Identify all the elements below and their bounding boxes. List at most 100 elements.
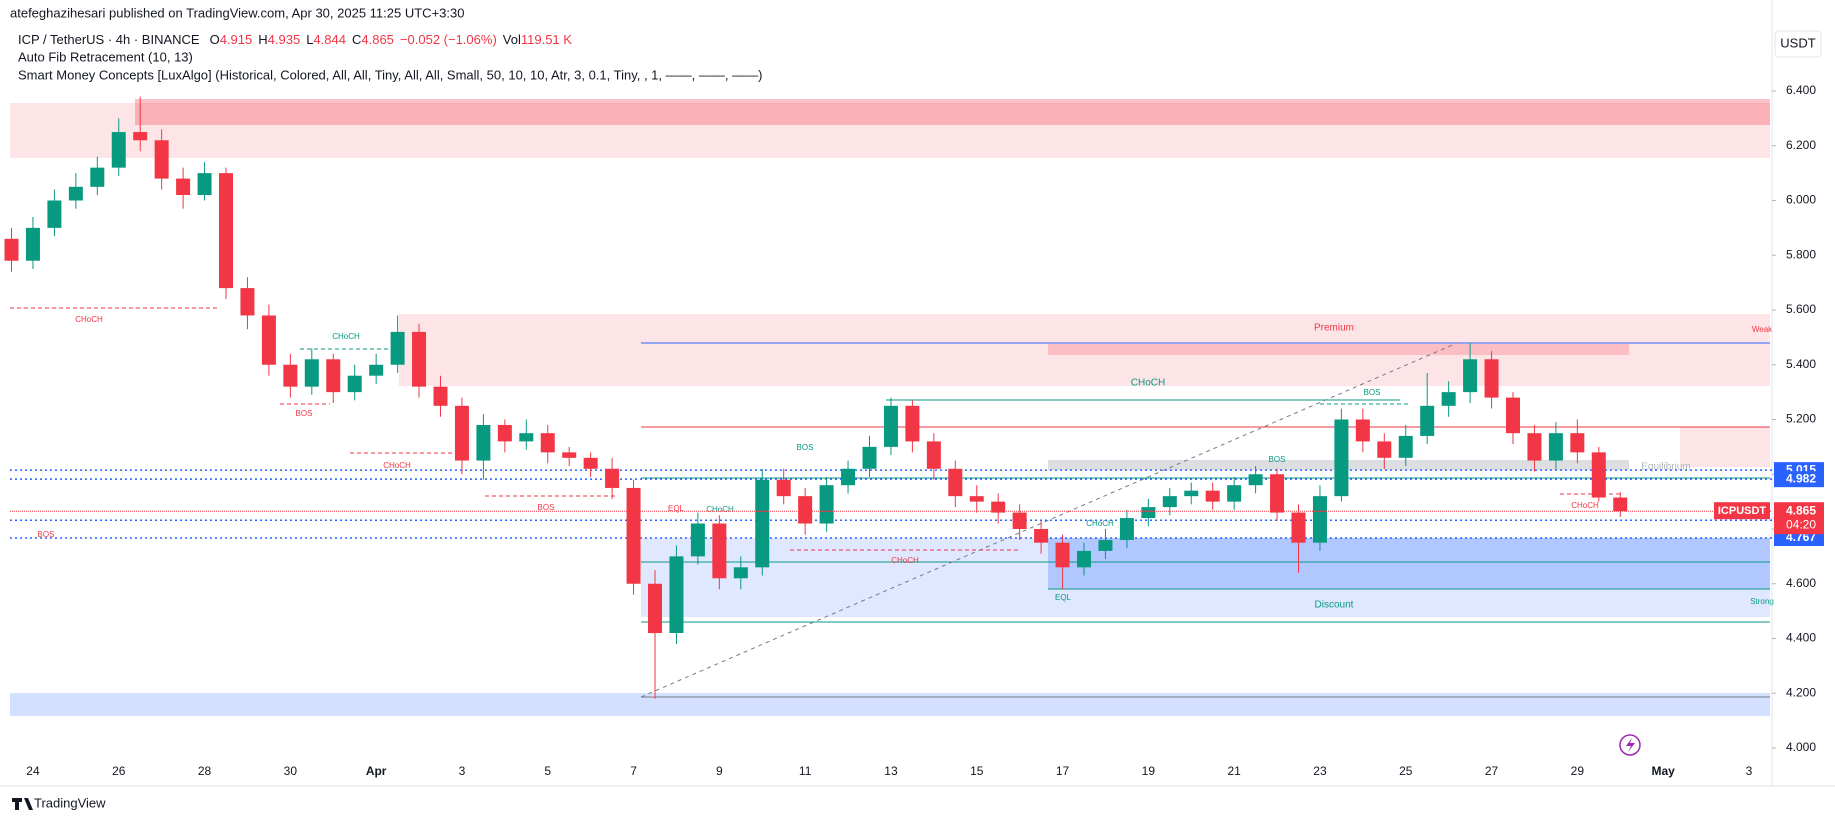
candle-body [240, 288, 255, 316]
candle-body [1012, 512, 1027, 529]
candle-body [626, 487, 641, 584]
zone-label: Premium [1314, 323, 1354, 334]
candle-body [1506, 397, 1520, 434]
y-tick-label: 5.800 [1786, 247, 1816, 261]
candle-body [4, 238, 19, 261]
candle-body [412, 331, 427, 387]
candle-body [1205, 490, 1220, 502]
alert-icon-bolt [1626, 738, 1635, 752]
x-tick-label: 26 [112, 764, 126, 778]
vol-key: Vol [503, 32, 521, 47]
indicator[interactable]: Smart Money Concepts [LuxAlgo] (Historic… [18, 67, 762, 82]
candle-body [1077, 550, 1091, 568]
y-tick-label: 6.400 [1786, 83, 1816, 97]
candle-body [1355, 419, 1370, 442]
structure-label: CHoCH [1086, 519, 1114, 528]
alert-icon[interactable] [1619, 734, 1641, 756]
candle-body [1591, 452, 1606, 498]
candle-body [819, 485, 834, 524]
candle-body [1398, 435, 1413, 458]
structure-label: CHoCH [891, 556, 919, 565]
candle-body [926, 441, 941, 469]
x-tick-label: 23 [1313, 764, 1327, 778]
candle-body [68, 186, 83, 201]
candle-body [1570, 433, 1585, 453]
candle-body [798, 496, 813, 524]
candle-body [776, 479, 791, 497]
x-tick-label: 3 [459, 764, 466, 778]
candle-body [1034, 529, 1049, 543]
y-tick-label: 4.400 [1786, 631, 1816, 645]
structure-label: BOS [1364, 388, 1381, 397]
x-tick-label: 5 [544, 764, 551, 778]
x-tick-label: 15 [970, 764, 984, 778]
candle-body [690, 523, 705, 557]
candle-body [669, 556, 684, 634]
countdown: 04:20 [1786, 517, 1816, 531]
candle-body [862, 446, 877, 469]
y-tick-label: 4.600 [1786, 576, 1816, 590]
candle-body [1270, 474, 1285, 513]
structure-label: CHoCH [1131, 378, 1165, 389]
ohlc-value: 4.865 [361, 32, 394, 47]
candle-body [1420, 405, 1435, 436]
demand-block [1048, 538, 1770, 589]
candle-body [1098, 539, 1113, 551]
candle-body [1162, 496, 1177, 508]
ohlc-key: O [210, 32, 220, 47]
candle-body [733, 567, 748, 579]
candle-body [1312, 496, 1327, 543]
candle-body [1441, 392, 1456, 406]
y-tick-label: 5.200 [1786, 412, 1816, 426]
candle-body [1184, 490, 1199, 497]
structure-label: CHoCH [75, 315, 103, 324]
x-tick-label: 25 [1399, 764, 1413, 778]
candle-body [304, 359, 319, 387]
supply-zone [10, 103, 1770, 158]
x-tick-label: 21 [1227, 764, 1241, 778]
candle-body [90, 167, 105, 187]
x-tick-label: 28 [198, 764, 212, 778]
currency-button[interactable] [1774, 30, 1822, 58]
structure-label: BOS [296, 409, 313, 418]
x-tick-label: 19 [1142, 764, 1156, 778]
structure-label: Weak [1752, 325, 1773, 334]
candle-body [841, 468, 856, 486]
candle-body [133, 132, 148, 141]
symbol: ICP / TetherUS · 4h · BINANCE [18, 32, 200, 47]
discount-zone [641, 538, 1770, 617]
candle-body [1248, 474, 1263, 486]
candle-body [969, 496, 984, 502]
candle-body [605, 468, 620, 488]
indicator[interactable]: Auto Fib Retracement (10, 13) [18, 49, 193, 64]
candle-body [197, 173, 212, 196]
last-price-label: 4.865 [1786, 503, 1816, 517]
candle-body [540, 433, 555, 453]
zone-label: Equilibrium [1641, 462, 1690, 473]
last-price-badge [1774, 502, 1824, 535]
x-tick-label: 3 [1746, 764, 1753, 778]
candle-body [755, 479, 770, 568]
y-tick-label: 6.200 [1786, 138, 1816, 152]
structure-label: Strong [1750, 597, 1774, 606]
symbol-line: ICP / TetherUS · 4h · BINANCE O4.915 H4.93… [18, 32, 572, 47]
candle-body [347, 375, 362, 393]
candle-body [1613, 497, 1628, 512]
ohlc-value: 4.935 [268, 32, 301, 47]
candle-body [1377, 441, 1392, 458]
candle-body [562, 452, 577, 458]
candle-body [1291, 512, 1306, 543]
tv-logo [12, 798, 33, 810]
candle-body [433, 386, 448, 406]
publisher: atefeghazihesari published on TradingVie… [10, 5, 464, 20]
currency: USDT [1780, 35, 1815, 50]
symbol-badge [1714, 502, 1770, 520]
candle-body [497, 424, 512, 442]
structure-label: BOS [1269, 455, 1286, 464]
level-badge [1774, 471, 1824, 488]
candle-body [476, 424, 491, 461]
y-tick-label: 5.400 [1786, 357, 1816, 371]
ohlc-key: L [306, 32, 313, 47]
candle-body [948, 468, 963, 497]
